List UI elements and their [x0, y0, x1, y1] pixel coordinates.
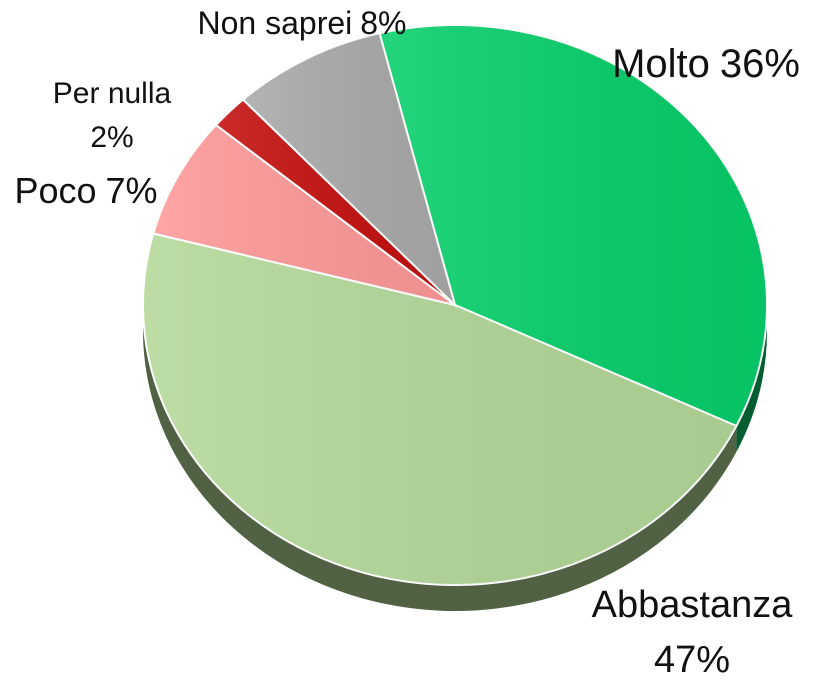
- slice-value-label: 2%: [90, 121, 133, 154]
- slice-value-label: 8%: [360, 5, 406, 41]
- slice-value-label: 47%: [654, 639, 730, 680]
- slice-label-group: Molto 36%: [612, 42, 800, 86]
- slice-label: Abbastanza: [592, 584, 794, 626]
- slice-label: Molto: [612, 42, 710, 86]
- slice-label: Non saprei: [198, 5, 353, 41]
- slice-label: Poco: [14, 170, 96, 211]
- slice-value-label: 7%: [106, 170, 158, 211]
- slice-label-group: Poco 7%: [14, 170, 157, 211]
- slice-label: Per nulla: [53, 77, 172, 110]
- slice-value-label: 36%: [720, 42, 800, 86]
- slice-label-group: Non saprei 8%: [198, 5, 407, 41]
